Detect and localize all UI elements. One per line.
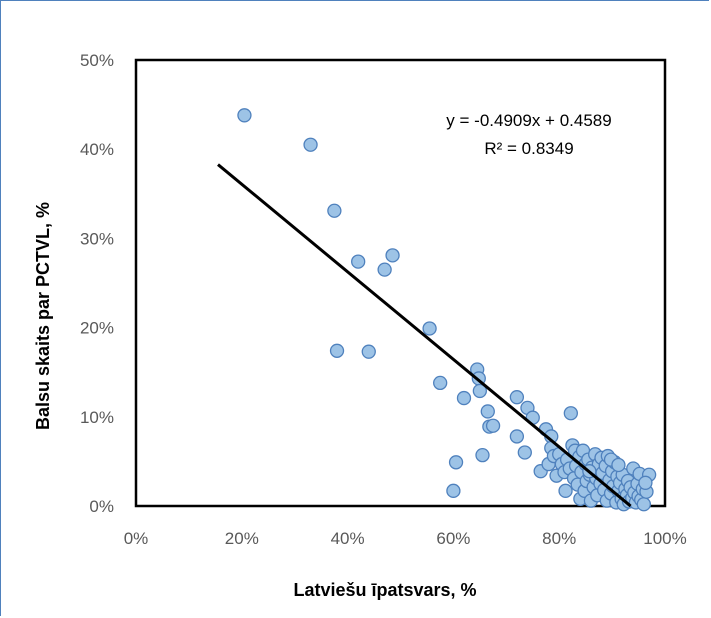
y-tick-label: 0% <box>89 497 114 516</box>
y-tick-label: 10% <box>80 408 114 427</box>
data-point <box>509 390 525 405</box>
data-point <box>327 203 342 218</box>
data-point <box>433 375 448 391</box>
data-point <box>472 383 488 399</box>
x-tick-label: 0% <box>124 529 149 548</box>
x-tick-label: 20% <box>225 529 259 548</box>
data-point <box>480 404 495 419</box>
data-point <box>422 321 437 336</box>
data-point <box>448 455 464 470</box>
y-tick-label: 20% <box>80 319 114 338</box>
data-point <box>517 445 532 460</box>
data-point <box>509 429 525 444</box>
x-tick-labels: 0% 20% 40% 60% 80% 100% <box>124 529 687 548</box>
data-point <box>563 406 578 421</box>
data-point <box>446 483 461 498</box>
trendline-r2: R² = 0.8349 <box>484 139 573 158</box>
x-tick-label: 40% <box>331 529 365 548</box>
data-point <box>636 497 651 512</box>
y-tick-label: 50% <box>80 51 114 70</box>
x-tick-label: 100% <box>643 529 686 548</box>
data-point <box>558 483 573 498</box>
y-tick-label: 40% <box>80 140 114 159</box>
data-points <box>237 108 657 512</box>
data-point <box>638 475 653 490</box>
data-point <box>475 448 490 463</box>
y-tick-label: 30% <box>80 229 114 248</box>
data-point <box>351 254 366 269</box>
data-point <box>361 344 376 359</box>
x-tick-label: 60% <box>436 529 470 548</box>
trendline-equation: y = -0.4909x + 0.4589 <box>446 111 611 130</box>
data-point <box>485 418 501 433</box>
data-point <box>329 343 345 358</box>
data-point <box>303 137 318 152</box>
data-point <box>385 248 400 263</box>
plot-area <box>134 58 667 508</box>
x-tick-label: 80% <box>542 529 576 548</box>
trendline <box>217 163 632 508</box>
data-point <box>237 108 252 123</box>
data-point <box>456 390 472 406</box>
y-axis-title: Balsu skaits par PCTVL, % <box>33 202 53 430</box>
data-point <box>377 262 392 277</box>
data-point <box>611 457 626 473</box>
y-tick-labels: 0% 10% 20% 30% 40% 50% <box>80 51 114 516</box>
x-axis-title: Latviešu īpatsvars, % <box>293 580 476 600</box>
